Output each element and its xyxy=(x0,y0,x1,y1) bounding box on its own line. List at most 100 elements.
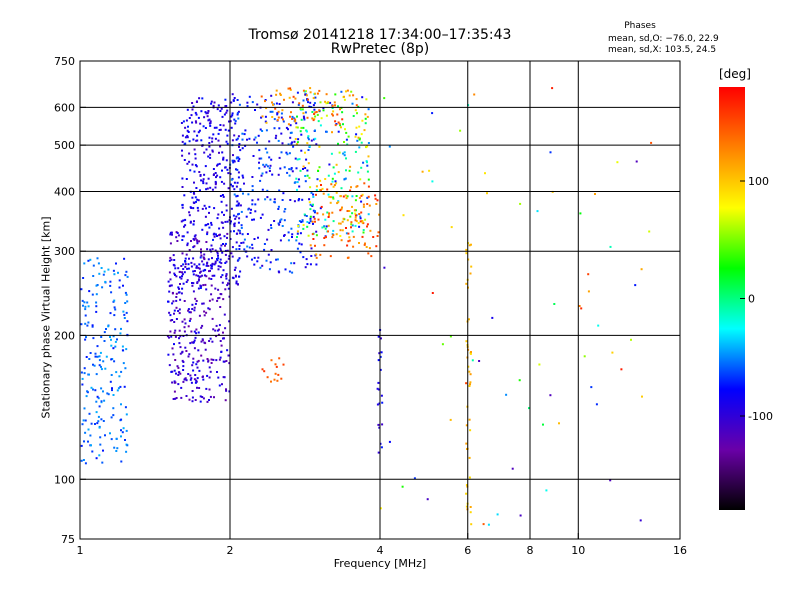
scatter-point xyxy=(224,105,227,108)
scatter-point xyxy=(201,228,204,231)
scatter-point xyxy=(335,163,338,166)
chart-subtitle: RwPretec (8p) xyxy=(330,41,430,57)
scatter-point xyxy=(199,400,202,403)
scatter-point xyxy=(375,203,378,205)
scatter-point xyxy=(314,210,316,213)
scatter-point xyxy=(245,215,248,218)
scatter-point xyxy=(296,158,299,161)
scatter-point xyxy=(205,207,207,210)
scatter-point xyxy=(204,274,206,277)
scatter-point xyxy=(170,284,173,287)
scatter-point xyxy=(301,219,304,222)
scatter-point xyxy=(319,101,322,104)
scatter-point xyxy=(195,379,198,382)
scatter-point xyxy=(311,233,314,236)
scatter-point xyxy=(355,133,358,136)
scatter-point xyxy=(100,267,103,269)
scatter-point xyxy=(227,354,230,357)
scatter-point xyxy=(358,225,361,228)
scatter-point xyxy=(180,220,183,223)
scatter-point xyxy=(214,186,217,189)
scatter-point xyxy=(360,211,363,214)
scatter-point xyxy=(275,365,278,368)
scatter-point xyxy=(316,212,319,215)
scatter-point xyxy=(102,273,105,276)
scatter-point xyxy=(191,108,194,111)
scatter-point xyxy=(200,110,203,113)
scatter-point xyxy=(274,137,277,140)
scatter-point xyxy=(300,243,303,246)
scatter-point xyxy=(294,97,297,100)
scatter-point xyxy=(296,188,298,191)
scatter-point xyxy=(298,220,301,222)
scatter-point xyxy=(188,214,191,217)
scatter-point xyxy=(366,145,369,148)
scatter-point xyxy=(264,120,267,123)
scatter-point xyxy=(291,141,294,144)
scatter-point xyxy=(225,111,228,114)
scatter-point xyxy=(282,120,285,123)
scatter-point xyxy=(334,93,337,96)
scatter-point xyxy=(487,523,490,526)
scatter-point xyxy=(195,113,198,116)
scatter-point xyxy=(304,111,307,114)
colorbar-label: [deg] xyxy=(719,67,751,81)
scatter-point xyxy=(193,347,196,350)
scatter-point xyxy=(190,240,192,242)
scatter-point xyxy=(193,245,196,248)
scatter-point xyxy=(264,147,267,150)
scatter-point xyxy=(359,217,362,220)
scatter-point xyxy=(341,220,344,223)
scatter-point xyxy=(215,359,218,362)
scatter-point xyxy=(366,170,369,173)
scatter-point xyxy=(221,211,223,214)
scatter-point xyxy=(95,301,98,304)
scatter-point xyxy=(184,260,187,262)
scatter-point xyxy=(188,117,191,119)
scatter-point xyxy=(378,426,381,429)
scatter-point xyxy=(287,239,290,242)
scatter-point xyxy=(340,126,342,129)
scatter-point xyxy=(336,202,339,205)
scatter-point xyxy=(331,113,334,116)
scatter-point xyxy=(237,176,240,179)
scatter-point xyxy=(253,238,256,240)
scatter-point xyxy=(309,220,312,223)
scatter-point xyxy=(279,92,282,95)
scatter-point xyxy=(319,179,322,182)
scatter-point xyxy=(179,352,182,355)
scatter-point xyxy=(450,226,453,229)
scatter-point xyxy=(309,215,312,218)
scatter-point xyxy=(196,198,199,201)
scatter-point xyxy=(219,195,222,197)
scatter-point xyxy=(338,122,341,125)
scatter-point xyxy=(203,310,206,313)
scatter-point xyxy=(365,160,368,163)
scatter-point xyxy=(213,101,216,104)
scatter-point xyxy=(110,358,113,361)
scatter-point xyxy=(253,218,255,221)
scatter-point xyxy=(193,170,196,173)
scatter-point xyxy=(225,277,228,280)
scatter-point xyxy=(188,257,190,260)
scatter-point xyxy=(215,335,218,338)
scatter-point xyxy=(207,307,210,310)
scatter-point xyxy=(187,267,190,270)
scatter-point xyxy=(175,296,178,298)
scatter-point xyxy=(298,185,301,188)
scatter-point xyxy=(98,454,101,457)
scatter-point xyxy=(374,194,377,197)
scatter-point xyxy=(221,169,223,172)
scatter-point xyxy=(223,182,226,185)
scatter-point xyxy=(198,278,200,281)
scatter-point xyxy=(330,183,333,186)
scatter-point xyxy=(186,129,189,132)
scatter-point xyxy=(230,178,233,181)
scatter-point xyxy=(175,318,178,320)
scatter-point xyxy=(332,110,335,113)
scatter-point xyxy=(191,196,194,199)
scatter-point xyxy=(181,271,183,274)
data-points xyxy=(80,87,653,526)
scatter-point xyxy=(203,116,206,119)
scatter-point xyxy=(211,150,214,153)
